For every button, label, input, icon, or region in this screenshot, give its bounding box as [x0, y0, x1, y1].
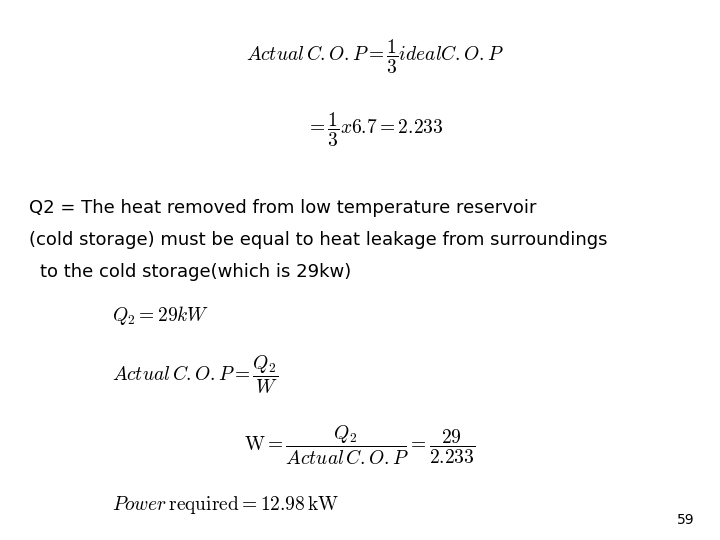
Text: $\mathit{Power}\,\mathrm{required} = 12.98\,\mathrm{kW}$: $\mathit{Power}\,\mathrm{required} = 12.… — [112, 494, 338, 516]
Text: to the cold storage(which is 29kw): to the cold storage(which is 29kw) — [40, 262, 351, 281]
Text: $\mathit{Actual\,C.O.P} = \dfrac{\mathit{Q_2}}{\mathit{W}}$: $\mathit{Actual\,C.O.P} = \dfrac{\mathit… — [112, 354, 278, 396]
Text: $\mathrm{W} = \dfrac{\mathit{Q_2}}{\mathit{Actual\,C.O.P}} = \dfrac{29}{2.233}$: $\mathrm{W} = \dfrac{\mathit{Q_2}}{\math… — [244, 424, 476, 467]
Text: Q2 = The heat removed from low temperature reservoir: Q2 = The heat removed from low temperatu… — [29, 199, 536, 217]
Text: $\mathit{Q_2} = 29\mathit{kW}$: $\mathit{Q_2} = 29\mathit{kW}$ — [112, 305, 209, 327]
Text: (cold storage) must be equal to heat leakage from surroundings: (cold storage) must be equal to heat lea… — [29, 231, 607, 249]
Text: 59: 59 — [678, 512, 695, 526]
Text: $= \dfrac{1}{3}\mathit{x6.7} = 2.233$: $= \dfrac{1}{3}\mathit{x6.7} = 2.233$ — [306, 111, 443, 148]
Text: $\mathit{Actual\,C.O.P} = \dfrac{1}{3}\mathit{idealC.O.P}$: $\mathit{Actual\,C.O.P} = \dfrac{1}{3}\m… — [246, 38, 503, 76]
